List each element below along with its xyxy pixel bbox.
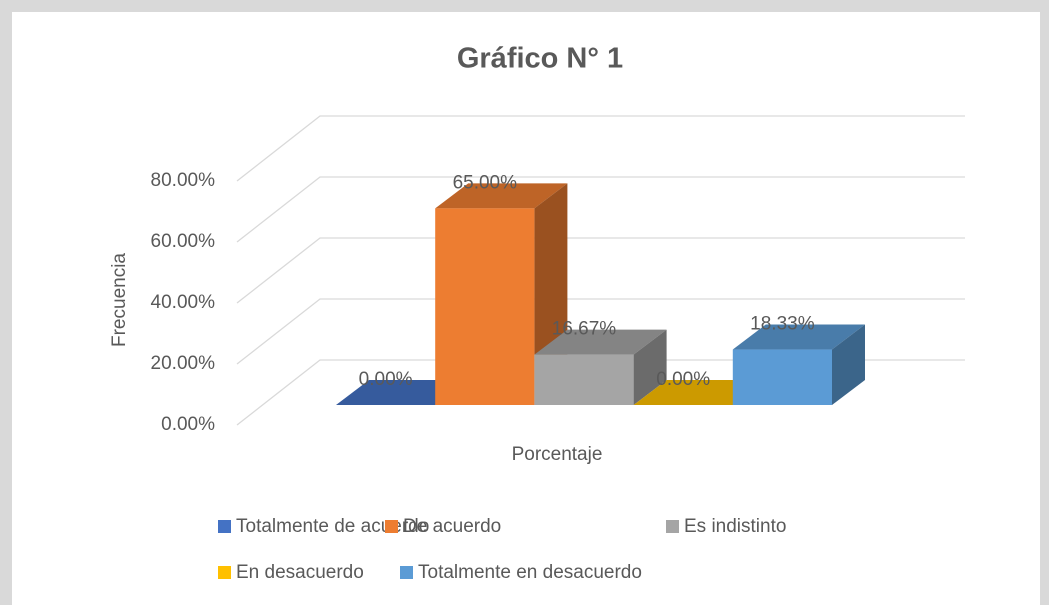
data-label: 0.00% [656,369,710,390]
grid-line [236,176,965,243]
bar-top [732,324,865,350]
grid-line [236,298,965,365]
grid-line [236,115,965,182]
legend-label: Totalmente en desacuerdo [418,562,642,583]
bar [435,208,535,405]
y-tick-label: 20.00% [151,353,216,374]
bar [732,349,832,405]
x-axis-label: Porcentaje [512,444,603,465]
y-tick-label: 80.00% [151,170,216,191]
bar-top [336,380,469,405]
bar-top [633,380,766,405]
bar [534,354,634,405]
y-axis-label: Frecuencia [109,253,130,347]
data-label: 16.67% [552,319,617,340]
legend-label: En desacuerdo [236,562,364,583]
legend-label: De acuerdo [403,516,501,537]
bar-top [435,183,568,209]
bar-top [534,329,667,355]
data-label: 18.33% [750,314,815,335]
bar-side [832,324,865,405]
legend-swatch [218,520,231,533]
data-label: 0.00% [359,369,413,390]
bar-side [633,329,667,405]
grid-line [236,237,965,304]
legend-swatch [385,520,398,533]
chart-title: Gráfico N° 1 [457,43,623,75]
y-tick-label: 0.00% [161,414,215,435]
y-tick-label: 60.00% [151,231,216,252]
legend-swatch [218,566,231,579]
legend-label: Es indistinto [684,516,786,537]
y-tick-label: 40.00% [151,292,216,313]
legend-label: Totalmente de acuerdo [236,516,429,537]
legend-swatch [400,566,413,579]
data-label: 65.00% [453,172,518,193]
legend-swatch [666,520,679,533]
